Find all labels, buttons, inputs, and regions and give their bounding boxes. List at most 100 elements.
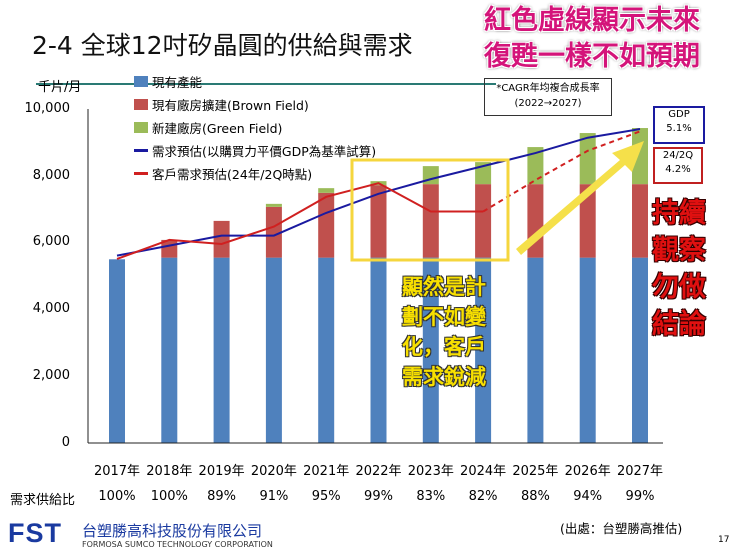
company-logo: FST xyxy=(8,518,62,548)
legend-item: 現有產能 xyxy=(134,72,202,91)
tag-line: 24/2Q xyxy=(662,150,694,161)
ratio-value: 91% xyxy=(259,489,289,504)
company-name-en: FORMOSA SUMCO TECHNOLOGY CORPORATION xyxy=(82,540,273,549)
callout-line: 復甦一樣不如預期 xyxy=(484,41,700,72)
bar-segment-1 xyxy=(318,192,335,258)
ratio-value: 99% xyxy=(625,489,655,504)
bar-segment-0 xyxy=(161,257,178,443)
bar-segment-1 xyxy=(213,220,230,258)
highlight-box xyxy=(350,158,510,262)
bar-segment-2 xyxy=(265,203,282,207)
legend-label: 需求預估(以購買力平價GDP為基準試算) xyxy=(152,144,377,159)
x-tick: 2025年 xyxy=(512,464,559,479)
callout-line: 需求銳減 xyxy=(402,365,486,389)
y-tick: 0 xyxy=(61,435,70,450)
legend-item: 需求預估(以購買力平價GDP為基準試算) xyxy=(134,141,376,160)
company-name: 台塑勝高科技股份有限公司 xyxy=(82,522,263,540)
legend-item: 新建廠房(Green Field) xyxy=(134,118,282,137)
bar-segment-0 xyxy=(632,257,648,443)
legend-swatch xyxy=(134,172,148,175)
bar-segment-0 xyxy=(579,257,596,443)
callout-line: 劃不如變 xyxy=(402,305,486,329)
cagr-note-line: (2022→2027) xyxy=(514,98,582,109)
bar-segment-0 xyxy=(475,257,492,443)
x-tick: 2017年 xyxy=(93,464,141,479)
legend-item: 現有廠房擴建(Brown Field) xyxy=(134,95,309,114)
bar-segment-1 xyxy=(579,184,596,258)
page-number: 17 xyxy=(718,535,730,545)
x-tick: 2027年 xyxy=(616,464,664,479)
bar-segment-1 xyxy=(632,184,648,258)
callout-line: 觀察 xyxy=(652,235,706,266)
bar-segment-0 xyxy=(370,257,387,443)
bar-segment-0 xyxy=(213,257,230,443)
bar-segment-2 xyxy=(318,188,335,193)
bar-segment-0 xyxy=(109,259,125,443)
y-tick: 6,000 xyxy=(32,234,70,249)
bar-segment-2 xyxy=(579,133,596,185)
legend-label: 現有產能 xyxy=(152,75,203,90)
ratio-value: 82% xyxy=(468,489,498,504)
callout-top: 紅色虛線顯示未來 復甦一樣不如預期 xyxy=(484,3,700,75)
tag-line: 4.2% xyxy=(665,164,691,175)
tag-line: 5.1% xyxy=(666,123,692,134)
bar-segment-0 xyxy=(527,257,544,443)
x-tick: 2024年 xyxy=(460,464,507,479)
title-divider xyxy=(36,83,496,85)
legend-label: 新建廠房(Green Field) xyxy=(152,121,283,136)
ratio-value: 89% xyxy=(207,489,237,504)
y-tick: 8,000 xyxy=(32,168,70,183)
customer-cagr-tag: 24/2Q 4.2% xyxy=(653,147,703,184)
source-note: (出處：台塑勝高推估) xyxy=(560,521,683,536)
ratio-value: 94% xyxy=(573,489,603,504)
bar-segment-1 xyxy=(370,185,387,258)
callout-line: 持續 xyxy=(652,198,706,229)
x-tick: 2023年 xyxy=(407,464,454,479)
legend-swatch xyxy=(134,149,148,152)
bar-segment-1 xyxy=(422,184,439,258)
callout-line: 顯然是計 xyxy=(402,275,486,299)
x-tick: 2026年 xyxy=(564,464,611,479)
x-tick: 2021年 xyxy=(303,464,350,479)
ratio-value: 100% xyxy=(98,489,136,504)
ratio-value: 99% xyxy=(364,489,393,504)
ratio-value: 83% xyxy=(416,489,446,504)
legend-item: 客戶需求預估(24年/2Q時點) xyxy=(134,164,312,183)
legend-label: 客戶需求預估(24年/2Q時點) xyxy=(152,167,313,182)
callout-right: 持續 觀察 勿做 結論 xyxy=(652,195,706,343)
bar-segment-0 xyxy=(422,257,439,443)
legend-swatch xyxy=(134,122,148,133)
y-tick: 10,000 xyxy=(24,101,71,116)
callout-middle: 顯然是計 劃不如變 化，客戶 需求銳減 xyxy=(402,272,486,392)
y-axis-label: 千片/月 xyxy=(38,80,82,95)
x-tick: 2019年 xyxy=(198,464,245,479)
callout-line: 化，客戶 xyxy=(402,335,486,359)
cagr-note-line: *CAGR年均複合成長率 xyxy=(496,83,600,94)
page-title: 2-4 全球12吋矽晶圓的供給與需求 xyxy=(32,31,413,60)
arrow-icon xyxy=(516,141,644,255)
bar-segment-0 xyxy=(318,257,335,443)
line-series-1 xyxy=(116,182,484,260)
bar-segment-2 xyxy=(632,128,648,185)
y-tick: 2,000 xyxy=(32,368,70,383)
bar-segment-2 xyxy=(527,147,544,185)
ratio-value: 88% xyxy=(520,489,550,504)
tag-line: GDP xyxy=(668,109,690,120)
x-tick: 2022年 xyxy=(355,464,402,479)
gdp-cagr-tag: GDP 5.1% xyxy=(653,106,705,144)
ratio-label: 需求供給比 xyxy=(10,493,76,508)
callout-line: 勿做 xyxy=(652,272,706,303)
legend-label: 現有廠房擴建(Brown Field) xyxy=(152,98,309,113)
x-tick: 2018年 xyxy=(146,464,193,479)
callout-line: 結論 xyxy=(652,309,706,340)
bar-segment-0 xyxy=(265,257,282,443)
ratio-value: 100% xyxy=(150,489,188,504)
cagr-note: *CAGR年均複合成長率 (2022→2027) xyxy=(484,78,612,116)
bar-segment-1 xyxy=(475,184,492,258)
line-series-0 xyxy=(116,128,641,257)
bar-segment-1 xyxy=(265,206,282,258)
legend-swatch xyxy=(134,76,148,87)
y-tick: 4,000 xyxy=(32,301,70,316)
